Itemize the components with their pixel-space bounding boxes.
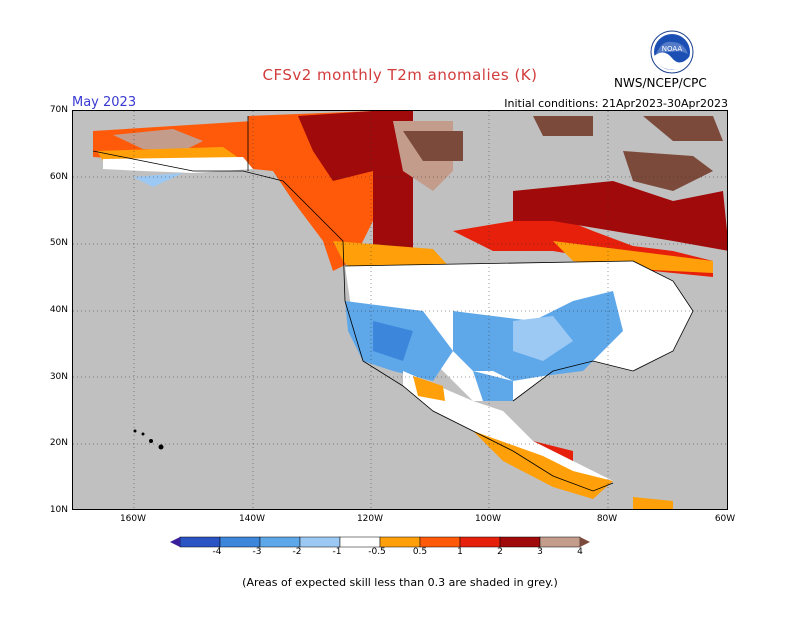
colorbar-segment	[339, 536, 381, 548]
lon-label-160w: 160W	[119, 514, 147, 524]
colorbar-label: -3	[252, 547, 262, 557]
colorbar-segment	[379, 536, 421, 548]
colorbar-segment	[419, 536, 461, 548]
colorbar-label: -2	[292, 547, 302, 557]
colorbar-segment	[179, 536, 221, 548]
colorbar-segment	[539, 536, 581, 548]
hawaii-islands	[133, 429, 164, 450]
colorbar-segment	[459, 536, 501, 548]
colorbar-label: 0.5	[412, 547, 428, 557]
land-mexico	[403, 371, 613, 491]
colorbar-label: -1	[332, 547, 342, 557]
lon-label-140w: 140W	[238, 514, 266, 524]
lon-label-120w: 120W	[356, 514, 384, 524]
colorbar-label: 3	[537, 547, 543, 557]
lat-label-30: 30N	[49, 372, 68, 382]
lon-label-80w: 80W	[596, 514, 618, 524]
noaa-logo: NOAA	[650, 30, 694, 74]
colorbar-segment	[259, 536, 301, 548]
lat-label-20: 20N	[49, 438, 68, 448]
forecast-month: May 2023	[72, 95, 137, 110]
lat-label-40: 40N	[49, 305, 68, 315]
colorbar-segment	[219, 536, 261, 548]
footnote: (Areas of expected skill less than 0.3 a…	[242, 576, 558, 589]
colorbar-label: 2	[497, 547, 503, 557]
lat-label-50: 50N	[49, 238, 68, 248]
logo-text: NOAA	[662, 45, 683, 53]
lat-label-10: 10N	[49, 505, 68, 515]
lat-label-60: 60N	[49, 172, 68, 182]
colorbar-label: 4	[577, 547, 583, 557]
colorbar-high-cap	[580, 537, 590, 547]
graticule	[73, 111, 727, 509]
color-scale	[170, 536, 590, 548]
lat-label-70: 70N	[49, 105, 68, 115]
coastlines	[92, 116, 694, 492]
anomaly-map	[72, 110, 728, 510]
lon-label-100w: 100W	[474, 514, 502, 524]
colorbar-segment	[499, 536, 541, 548]
colorbar-label: -4	[212, 547, 222, 557]
colorbar-label: 1	[457, 547, 463, 557]
colorbar-segment	[299, 536, 341, 548]
colorbar-label: -0.5	[368, 547, 386, 557]
agency-label: NWS/NCEP/CPC	[614, 76, 707, 90]
lon-label-60w: 60W	[714, 514, 736, 524]
colorbar-low-cap	[170, 537, 180, 547]
initial-conditions: Initial conditions: 21Apr2023-30Apr2023	[504, 97, 728, 110]
chart-title: CFSv2 monthly T2m anomalies (K)	[262, 66, 538, 84]
map-canvas	[73, 111, 727, 509]
